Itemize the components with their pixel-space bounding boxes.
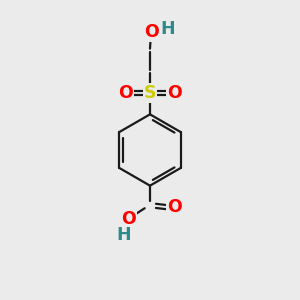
Text: S: S (144, 84, 156, 102)
Text: O: O (118, 84, 133, 102)
Text: O: O (121, 210, 136, 228)
Text: O: O (167, 198, 182, 216)
Text: H: H (160, 20, 175, 38)
Text: O: O (144, 23, 159, 41)
Text: O: O (167, 84, 182, 102)
Text: H: H (117, 226, 131, 244)
